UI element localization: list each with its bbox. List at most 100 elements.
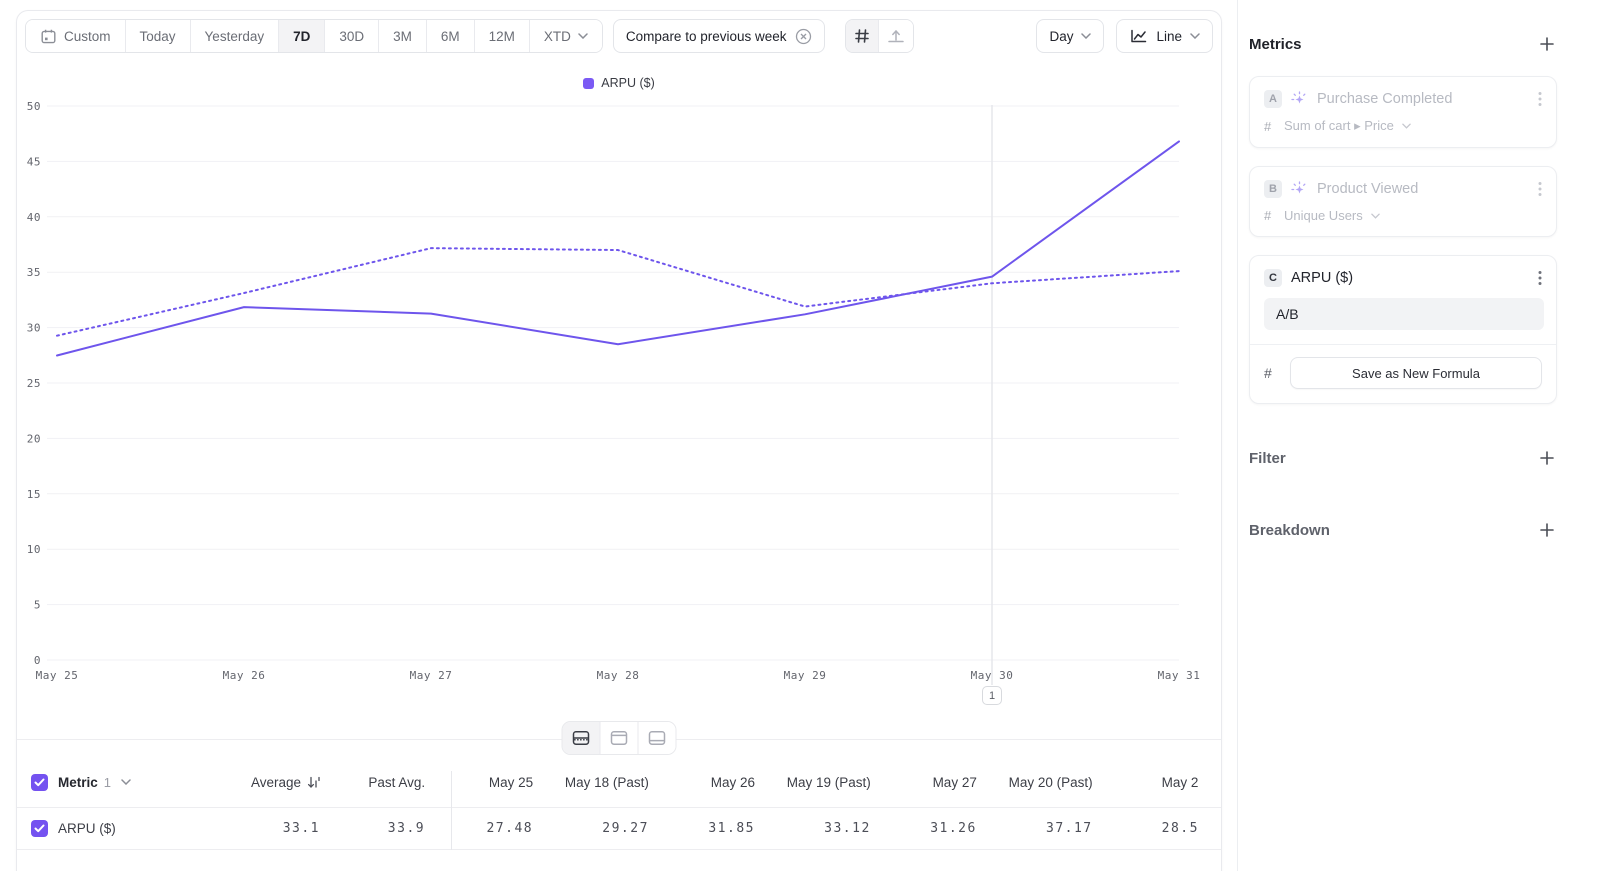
interval-label: Day [1049, 28, 1074, 44]
range-3m-button[interactable]: 3M [378, 20, 426, 52]
grid-toggle-button[interactable] [845, 20, 878, 52]
cell-average: 33.1 [282, 821, 321, 836]
layout-bottom-panel-icon [648, 731, 666, 745]
metric-menu-button[interactable] [1536, 89, 1544, 109]
line-chart[interactable]: 0 5 10 15 20 25 30 35 40 45 50 May 25 May 26 May 27 Ma… [17, 95, 1221, 713]
compare-chip[interactable]: Compare to previous week [612, 19, 825, 53]
svg-text:15: 15 [27, 488, 41, 501]
svg-text:50: 50 [27, 100, 41, 113]
chart-type-select[interactable]: Line [1116, 19, 1213, 53]
column-header-may25[interactable]: May 25 [488, 774, 534, 790]
check-icon [34, 824, 45, 833]
chevron-down-icon [578, 33, 588, 39]
svg-text:May 27: May 27 [410, 669, 453, 682]
metric-card-c[interactable]: C ARPU ($) # Save as New Formula [1249, 255, 1557, 404]
cell-may25: 27.48 [486, 821, 534, 836]
range-30d-button[interactable]: 30D [324, 20, 379, 52]
range-today-button[interactable]: Today [124, 20, 190, 52]
annotation-badge[interactable]: 1 [982, 686, 1002, 705]
breakdown-section: Breakdown [1249, 520, 1557, 540]
chevron-down-icon [1370, 213, 1380, 219]
cell-past-avg: 33.9 [387, 821, 426, 836]
column-header-past-avg[interactable]: Past Avg. [368, 774, 426, 790]
interval-select[interactable]: Day [1036, 19, 1105, 53]
measure-type-icon: # [1264, 208, 1272, 223]
cell-may20-past: 37.17 [1046, 821, 1093, 836]
metric-column-label: Metric [58, 774, 98, 790]
column-header-may27[interactable]: May 27 [932, 774, 977, 790]
filter-title: Filter [1249, 449, 1286, 467]
add-breakdown-button[interactable] [1537, 520, 1557, 540]
cell-may19-past: 33.12 [824, 821, 871, 836]
svg-text:35: 35 [27, 266, 41, 279]
table-header-row: Metric 1 Average Past Avg. May 25 May 18… [17, 757, 1221, 807]
layout-top-panel-button[interactable] [599, 722, 638, 754]
metrics-title: Metrics [1249, 35, 1302, 53]
cell-may18-past: 29.27 [602, 821, 649, 836]
column-header-average[interactable]: Average [177, 775, 320, 790]
date-range-control: Custom Today Yesterday 7D 30D 3M 6M 12M … [25, 19, 603, 53]
range-yesterday-button[interactable]: Yesterday [189, 20, 279, 52]
range-12m-button[interactable]: 12M [473, 20, 529, 52]
column-header-may18-past[interactable]: May 18 (Past) [564, 774, 649, 790]
layout-toggle-row [17, 713, 1221, 757]
annotation-marker-toggle-button[interactable] [877, 20, 913, 52]
range-custom-button[interactable]: Custom [26, 20, 125, 52]
chevron-down-icon [1081, 33, 1092, 39]
formula-input[interactable] [1264, 298, 1544, 330]
chart-display-toggles [844, 19, 914, 53]
svg-text:May 29: May 29 [784, 669, 827, 682]
metric-card-b[interactable]: B Product Viewed # Unique Users [1249, 166, 1557, 237]
svg-text:5: 5 [34, 599, 41, 612]
chevron-down-icon[interactable] [121, 779, 131, 785]
metric-row-checkbox[interactable] [31, 820, 48, 837]
save-as-new-formula-button[interactable]: Save as New Formula [1290, 357, 1542, 389]
metric-card-a[interactable]: A Purchase Completed # Sum of cart ▸ Pri… [1249, 76, 1557, 148]
column-header-may20-past[interactable]: May 20 (Past) [1008, 774, 1093, 790]
column-header-may26[interactable]: May 26 [710, 774, 755, 790]
layout-top-panel-icon [610, 731, 628, 745]
chart-type-label: Line [1156, 28, 1182, 44]
layout-toggle-group [561, 721, 677, 755]
metric-menu-button[interactable] [1536, 179, 1544, 199]
range-xtd-button[interactable]: XTD [528, 20, 602, 52]
metric-letter-badge: B [1264, 180, 1282, 198]
metric-menu-button[interactable] [1536, 268, 1544, 288]
select-all-checkbox[interactable] [31, 773, 48, 791]
layout-split-icon [572, 731, 590, 745]
results-table: Metric 1 Average Past Avg. May 25 May 18… [17, 757, 1221, 850]
chart-card: Custom Today Yesterday 7D 30D 3M 6M 12M … [16, 10, 1222, 871]
add-filter-button[interactable] [1537, 448, 1557, 468]
chart-legend[interactable]: ARPU ($) [17, 71, 1221, 95]
legend-label: ARPU ($) [601, 76, 655, 90]
metric-letter-badge: A [1264, 90, 1282, 108]
sparkle-icon [1291, 180, 1306, 193]
measure-type-icon: # [1264, 118, 1272, 134]
layout-bottom-panel-button[interactable] [637, 722, 676, 754]
chevron-down-icon [1402, 123, 1411, 129]
table-row[interactable]: ARPU ($) 33.1 33.9 27.48 29.27 31.85 33.… [17, 807, 1221, 850]
svg-text:May 26: May 26 [223, 669, 266, 682]
line-chart-svg: 0 5 10 15 20 25 30 35 40 45 50 May 25 May 26 May 27 Ma… [27, 100, 1201, 685]
svg-text:30: 30 [27, 322, 41, 335]
chevron-down-icon [1190, 33, 1200, 39]
compare-chip-label: Compare to previous week [625, 28, 787, 44]
frozen-column-divider [451, 771, 452, 850]
svg-text:May 31: May 31 [1158, 669, 1201, 682]
close-circle-icon[interactable] [795, 28, 812, 45]
layout-split-button[interactable] [562, 722, 600, 754]
range-6m-button[interactable]: 6M [425, 20, 474, 52]
sort-icon [307, 776, 320, 788]
add-metric-button[interactable] [1537, 34, 1557, 54]
metric-measure[interactable]: Sum of cart ▸ Price [1284, 118, 1394, 133]
svg-text:0: 0 [34, 654, 41, 667]
range-7d-button[interactable]: 7D [278, 20, 325, 52]
toolbar: Custom Today Yesterday 7D 30D 3M 6M 12M … [17, 11, 1221, 61]
metric-measure[interactable]: Unique Users [1284, 208, 1363, 223]
metrics-panel: Metrics A Purchase Completed # Sum of c [1237, 0, 1600, 871]
metric-name: ARPU ($) [1291, 270, 1354, 286]
column-header-may19-past[interactable]: May 19 (Past) [786, 774, 871, 790]
sparkle-icon [1291, 90, 1306, 103]
column-header-clipped[interactable]: May 2 [1161, 774, 1199, 790]
svg-text:10: 10 [27, 543, 41, 556]
